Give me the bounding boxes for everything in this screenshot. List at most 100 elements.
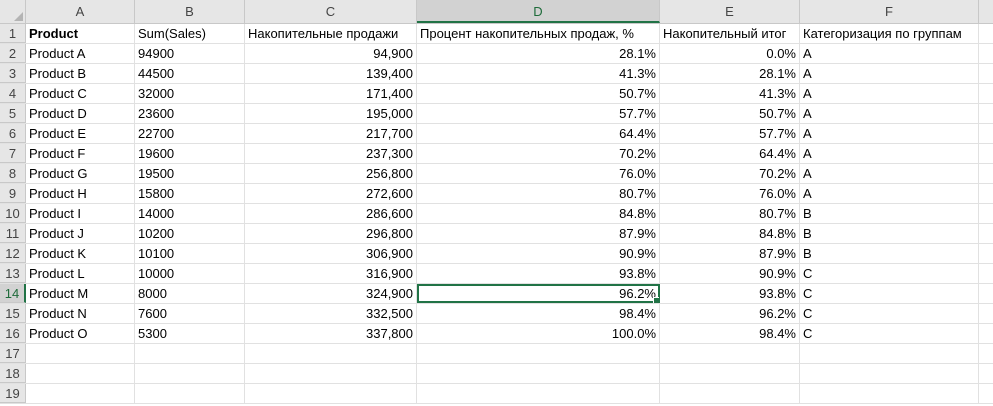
cell-product[interactable]: Product L bbox=[26, 264, 135, 283]
cell-cumulative-percent[interactable] bbox=[417, 364, 660, 383]
cell-group-category[interactable]: A bbox=[800, 164, 979, 183]
cell-cumulative-total[interactable]: 87.9% bbox=[660, 244, 800, 263]
cell-group-category[interactable]: A bbox=[800, 64, 979, 83]
row-header[interactable]: 17 bbox=[0, 344, 26, 363]
column-header-a[interactable]: A bbox=[26, 0, 135, 23]
cell-product[interactable]: Product A bbox=[26, 44, 135, 63]
row-header[interactable]: 18 bbox=[0, 364, 26, 383]
cell-product[interactable]: Product E bbox=[26, 124, 135, 143]
cell-product[interactable]: Product G bbox=[26, 164, 135, 183]
cell-cumulative-total[interactable]: 57.7% bbox=[660, 124, 800, 143]
cell-cumulative-total[interactable]: 0.0% bbox=[660, 44, 800, 63]
cell-sum-sales[interactable]: 5300 bbox=[135, 324, 245, 343]
cell-sum-sales[interactable]: 15800 bbox=[135, 184, 245, 203]
cell-cumulative-total[interactable]: 50.7% bbox=[660, 104, 800, 123]
cell-cumulative-percent[interactable]: 50.7% bbox=[417, 84, 660, 103]
cell-cumulative-total[interactable]: 90.9% bbox=[660, 264, 800, 283]
cell-cumulative-sales[interactable]: 324,900 bbox=[245, 284, 417, 303]
cell-group-category[interactable]: A bbox=[800, 144, 979, 163]
row-header[interactable]: 12 bbox=[0, 244, 26, 263]
cell-product[interactable]: Product D bbox=[26, 104, 135, 123]
cell-cumulative-total[interactable]: 70.2% bbox=[660, 164, 800, 183]
cell-group-category[interactable]: C bbox=[800, 264, 979, 283]
cell-cumulative-percent[interactable]: 64.4% bbox=[417, 124, 660, 143]
cell-group-category[interactable]: B bbox=[800, 204, 979, 223]
cell-cumulative-total[interactable]: 96.2% bbox=[660, 304, 800, 323]
column-header-f[interactable]: F bbox=[800, 0, 979, 23]
row-header[interactable]: 4 bbox=[0, 84, 26, 103]
row-header[interactable]: 8 bbox=[0, 164, 26, 183]
cell-sum-sales[interactable]: 7600 bbox=[135, 304, 245, 323]
column-header-e[interactable]: E bbox=[660, 0, 800, 23]
cell-cumulative-percent[interactable]: 93.8% bbox=[417, 264, 660, 283]
cell-sum-sales[interactable] bbox=[135, 344, 245, 363]
column-header-d[interactable]: D bbox=[417, 0, 660, 23]
cell-cumulative-sales[interactable] bbox=[245, 344, 417, 363]
cell-group-category[interactable] bbox=[800, 384, 979, 403]
row-header[interactable]: 10 bbox=[0, 204, 26, 223]
cell-group-category[interactable]: C bbox=[800, 324, 979, 343]
row-header[interactable]: 14 bbox=[0, 284, 26, 303]
header-product[interactable]: Product bbox=[26, 24, 135, 43]
row-header[interactable]: 2 bbox=[0, 44, 26, 63]
cell-sum-sales[interactable]: 10100 bbox=[135, 244, 245, 263]
cell-cumulative-sales[interactable]: 171,400 bbox=[245, 84, 417, 103]
cell-cumulative-percent[interactable]: 84.8% bbox=[417, 204, 660, 223]
cell-product[interactable]: Product H bbox=[26, 184, 135, 203]
cell-sum-sales[interactable]: 23600 bbox=[135, 104, 245, 123]
cell-product[interactable]: Product M bbox=[26, 284, 135, 303]
cell-sum-sales[interactable]: 22700 bbox=[135, 124, 245, 143]
cell-product[interactable]: Product F bbox=[26, 144, 135, 163]
cell-cumulative-percent[interactable]: 87.9% bbox=[417, 224, 660, 243]
cell-cumulative-sales[interactable]: 94,900 bbox=[245, 44, 417, 63]
cell-cumulative-sales[interactable]: 217,700 bbox=[245, 124, 417, 143]
cell-cumulative-sales[interactable] bbox=[245, 364, 417, 383]
cell-cumulative-sales[interactable]: 237,300 bbox=[245, 144, 417, 163]
cell-cumulative-total[interactable]: 80.7% bbox=[660, 204, 800, 223]
row-header[interactable]: 3 bbox=[0, 64, 26, 83]
row-header[interactable]: 13 bbox=[0, 264, 26, 283]
cell-group-category[interactable]: A bbox=[800, 84, 979, 103]
cell-cumulative-sales[interactable]: 337,800 bbox=[245, 324, 417, 343]
row-header[interactable]: 6 bbox=[0, 124, 26, 143]
header-sum-sales[interactable]: Sum(Sales) bbox=[135, 24, 245, 43]
cell-sum-sales[interactable]: 14000 bbox=[135, 204, 245, 223]
cell-product[interactable]: Product N bbox=[26, 304, 135, 323]
cell-cumulative-percent[interactable]: 100.0% bbox=[417, 324, 660, 343]
cell-group-category[interactable]: A bbox=[800, 104, 979, 123]
cell-product[interactable] bbox=[26, 384, 135, 403]
cell-group-category[interactable]: A bbox=[800, 44, 979, 63]
cell-product[interactable]: Product J bbox=[26, 224, 135, 243]
cell-product[interactable] bbox=[26, 344, 135, 363]
cell-cumulative-sales[interactable]: 139,400 bbox=[245, 64, 417, 83]
cell-group-category[interactable]: C bbox=[800, 304, 979, 323]
cell-cumulative-total[interactable]: 98.4% bbox=[660, 324, 800, 343]
cell-cumulative-percent[interactable]: 76.0% bbox=[417, 164, 660, 183]
cell-sum-sales[interactable]: 44500 bbox=[135, 64, 245, 83]
cell-group-category[interactable] bbox=[800, 364, 979, 383]
cell-sum-sales[interactable]: 8000 bbox=[135, 284, 245, 303]
cell-sum-sales[interactable]: 32000 bbox=[135, 84, 245, 103]
cell-cumulative-sales[interactable]: 306,900 bbox=[245, 244, 417, 263]
cell-cumulative-percent[interactable] bbox=[417, 384, 660, 403]
cell-sum-sales[interactable]: 10000 bbox=[135, 264, 245, 283]
header-cumulative-total[interactable]: Накопительный итог bbox=[660, 24, 800, 43]
header-group-category[interactable]: Категоризация по группам bbox=[800, 24, 979, 43]
cell-cumulative-percent[interactable]: 98.4% bbox=[417, 304, 660, 323]
select-all-button[interactable] bbox=[0, 0, 26, 23]
cell-product[interactable]: Product I bbox=[26, 204, 135, 223]
cell-cumulative-sales[interactable]: 296,800 bbox=[245, 224, 417, 243]
cell-cumulative-sales[interactable] bbox=[245, 384, 417, 403]
cell-cumulative-sales[interactable]: 286,600 bbox=[245, 204, 417, 223]
cell-cumulative-percent[interactable]: 57.7% bbox=[417, 104, 660, 123]
header-cumulative-sales[interactable]: Накопительные продажи bbox=[245, 24, 417, 43]
cell-group-category[interactable]: A bbox=[800, 124, 979, 143]
row-header[interactable]: 16 bbox=[0, 324, 26, 343]
cell-product[interactable] bbox=[26, 364, 135, 383]
cell-sum-sales[interactable]: 10200 bbox=[135, 224, 245, 243]
cell-cumulative-percent[interactable]: 41.3% bbox=[417, 64, 660, 83]
cell-cumulative-percent[interactable]: 90.9% bbox=[417, 244, 660, 263]
cell-sum-sales[interactable]: 19500 bbox=[135, 164, 245, 183]
cell-cumulative-total[interactable] bbox=[660, 384, 800, 403]
row-header[interactable]: 19 bbox=[0, 384, 26, 403]
